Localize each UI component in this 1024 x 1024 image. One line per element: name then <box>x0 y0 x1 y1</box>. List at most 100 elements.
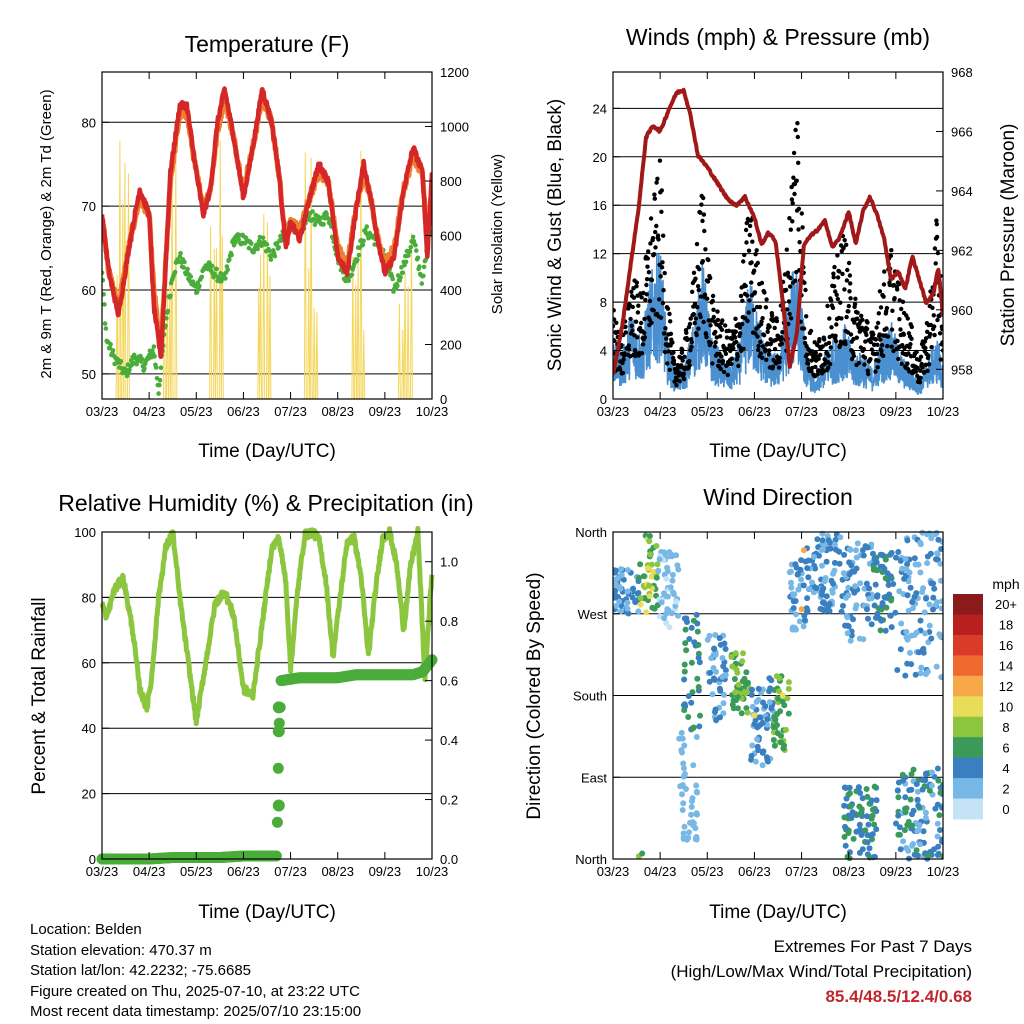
dewpoint-point <box>127 367 132 373</box>
direction-point <box>653 543 660 549</box>
gust-point <box>854 335 859 340</box>
direction-point <box>904 537 911 544</box>
direction-point <box>873 826 880 833</box>
direction-point <box>613 594 617 601</box>
direction-point <box>898 620 905 627</box>
direction-point <box>831 559 838 566</box>
x-tick-label: 03/23 <box>597 864 630 879</box>
direction-point <box>908 661 915 668</box>
direction-panel: Wind Direction Time (Day/UTC) Direction … <box>524 484 1020 923</box>
gust-point <box>649 320 654 325</box>
gust-point <box>668 319 673 324</box>
gust-point <box>642 335 648 340</box>
direction-point <box>863 580 870 587</box>
direction-point <box>896 588 903 595</box>
direction-point <box>635 608 642 615</box>
direction-point <box>915 802 922 809</box>
gust-point <box>826 365 831 370</box>
gust-point <box>809 369 814 374</box>
direction-point <box>648 573 655 580</box>
gust-point <box>665 361 670 366</box>
dewpoint-point <box>139 356 145 362</box>
dewpoint-point <box>102 292 106 297</box>
direction-point <box>920 649 927 656</box>
gust-point <box>827 361 833 367</box>
direction-point <box>832 541 838 548</box>
direction-point <box>663 620 670 626</box>
rainfall-point <box>271 816 283 828</box>
series-relative-humidity <box>100 526 435 727</box>
direction-point <box>629 594 636 601</box>
gust-point <box>932 246 938 251</box>
direction-point <box>869 831 876 838</box>
direction-point <box>653 574 660 581</box>
gust-point <box>873 337 879 342</box>
axes-frame: 03/23 04/23 05/23 06/23 07/23 08/23 09/23 10/23… <box>593 65 973 419</box>
direction-point <box>669 577 676 584</box>
dewpoint-point <box>177 254 183 260</box>
gust-point <box>846 309 851 314</box>
gust-point <box>813 364 818 370</box>
gust-point <box>841 245 846 250</box>
direction-point <box>794 571 801 577</box>
direction-point <box>930 594 937 601</box>
y-tick-label: 100 <box>74 525 96 540</box>
gust-point <box>843 341 848 347</box>
gust-point <box>649 277 655 283</box>
gust-point <box>772 346 778 352</box>
gust-point <box>715 309 720 314</box>
dewpoint-point <box>108 342 113 347</box>
dewpoint-point <box>410 234 416 240</box>
direction-point <box>630 585 637 592</box>
direction-point <box>853 554 860 561</box>
colorbar-swatch <box>953 757 983 779</box>
gust-point <box>659 265 665 270</box>
gust-point <box>930 305 935 310</box>
direction-point <box>759 762 766 769</box>
gust-point <box>856 360 862 366</box>
gust-point <box>737 325 743 330</box>
direction-point <box>755 685 762 692</box>
gust-point <box>671 358 677 363</box>
direction-point <box>894 787 901 794</box>
gust-point <box>661 288 666 293</box>
gust-point <box>745 318 750 324</box>
temperature-panel: Temperature (F) Time (Day/UTC) 2m & 9m T… <box>38 31 506 462</box>
dewpoint-point <box>360 242 366 248</box>
dewpoint-point <box>233 239 238 245</box>
direction-point <box>706 632 713 639</box>
y-tick-label: East <box>581 770 607 785</box>
gust-point <box>746 310 751 315</box>
gust-point <box>790 201 795 206</box>
gust-point <box>878 305 884 310</box>
gust-point <box>646 249 651 254</box>
x-tick-label: 07/23 <box>274 404 307 419</box>
gust-point <box>677 379 682 384</box>
gust-point <box>889 327 895 332</box>
dewpoint-point <box>246 245 252 251</box>
gust-point <box>733 316 738 321</box>
gust-point <box>842 287 847 292</box>
direction-point <box>693 788 700 795</box>
direction-point <box>895 779 902 786</box>
direction-point <box>872 614 879 621</box>
dewpoint-point <box>168 293 173 299</box>
gust-point <box>691 270 697 275</box>
gust-point <box>671 350 676 355</box>
direction-point <box>676 735 683 742</box>
direction-point <box>776 688 782 695</box>
gust-point <box>851 336 856 342</box>
gust-point <box>755 260 760 266</box>
direction-point <box>865 615 871 622</box>
direction-point <box>679 791 685 798</box>
direction-point <box>686 829 692 836</box>
direction-point <box>899 771 906 778</box>
gust-point <box>689 344 694 349</box>
gust-point <box>720 358 726 364</box>
dewpoint-point <box>349 272 355 278</box>
gust-point <box>667 367 672 372</box>
gust-point <box>770 364 776 369</box>
gust-point <box>795 121 800 126</box>
gust-point <box>797 240 802 245</box>
rainfall-point <box>272 762 284 774</box>
